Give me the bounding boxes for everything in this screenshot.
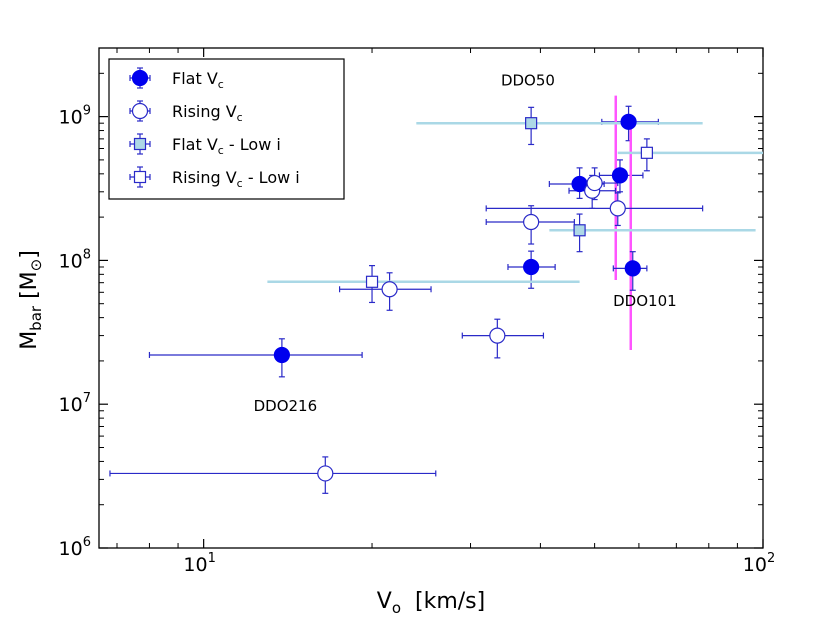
point-annotation: DDO216 (254, 397, 318, 415)
data-point (273, 346, 290, 364)
legend-label: Flat Vc (172, 69, 224, 91)
plot-frame (98, 47, 764, 549)
data-point (381, 281, 398, 298)
point-annotation: DDO50 (501, 71, 555, 89)
data-point (365, 275, 379, 288)
legend-label: Rising Vc - Low i (172, 168, 300, 190)
data-point (523, 213, 540, 231)
legend: Flat Vc Rising Vc Flat Vc - Low i Rising Vc… (108, 58, 345, 200)
x-tick-label: 102 (743, 551, 775, 576)
legend-label: Rising Vc (172, 102, 243, 124)
data-point (586, 174, 603, 192)
legend-marker (133, 137, 147, 151)
data-point (523, 258, 540, 276)
y-tick-label: 107 (59, 391, 91, 416)
legend-box (108, 58, 345, 200)
y-tick-label: 109 (59, 104, 91, 129)
data-point (489, 327, 506, 344)
data-point (525, 117, 538, 130)
x-tick-label: 101 (183, 551, 215, 576)
axis-ticks: 101 102 106 107 108 109 (59, 47, 775, 576)
data-point (640, 146, 653, 159)
legend-marker (133, 170, 147, 184)
x-axis-label: Vo [km/s] (377, 589, 485, 617)
legend-marker (131, 69, 149, 87)
point-annotation: DDO101 (613, 292, 677, 310)
data-point (609, 200, 626, 217)
data-point (620, 113, 637, 130)
y-tick-label: 108 (59, 247, 91, 272)
data-point (624, 260, 641, 277)
annotations: DDO50 DDO216 DDO101 (254, 71, 677, 414)
data-markers (273, 113, 653, 482)
y-tick-label: 106 (59, 535, 91, 560)
legend-marker (131, 102, 149, 120)
data-point (611, 167, 629, 184)
data-point (317, 465, 334, 482)
y-axis-label: Mbar [M⊙] (17, 250, 45, 350)
legend-label: Flat Vc - Low i (172, 135, 281, 157)
data-point (573, 224, 586, 237)
